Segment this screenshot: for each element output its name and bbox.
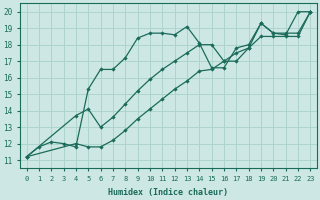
X-axis label: Humidex (Indice chaleur): Humidex (Indice chaleur)	[108, 188, 228, 197]
